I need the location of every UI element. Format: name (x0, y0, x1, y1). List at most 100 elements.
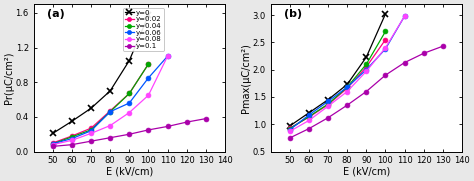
y=0.08 (88, 132, 94, 134)
Line: y=0.08: y=0.08 (50, 54, 170, 147)
y=0.1 (165, 125, 171, 128)
y=0.06 (50, 143, 55, 145)
y=0.08 (127, 111, 132, 114)
y=0.02 (127, 92, 132, 94)
y=0.04 (127, 92, 132, 94)
y=0.06 (165, 55, 171, 57)
y=0.06 (127, 102, 132, 104)
y=0.06 (383, 48, 388, 50)
Line: y=0.04: y=0.04 (287, 29, 388, 131)
y=0.1 (184, 121, 190, 123)
y=0.08 (402, 15, 408, 17)
y=0.06 (325, 100, 331, 102)
y=0 (287, 125, 292, 127)
y=0 (127, 59, 132, 62)
y=0.02 (344, 87, 350, 89)
y=0.08 (306, 119, 312, 122)
y=0.1 (344, 104, 350, 106)
y=0.1 (306, 128, 312, 130)
y=0.06 (364, 69, 369, 71)
y=0 (146, 14, 151, 16)
y=0.04 (344, 86, 350, 88)
y=0.08 (325, 105, 331, 107)
y=0.02 (146, 63, 151, 65)
Line: y=0.04: y=0.04 (50, 62, 151, 146)
Line: y=0: y=0 (49, 12, 152, 137)
y=0.02 (306, 116, 312, 118)
y=0.04 (287, 128, 292, 130)
y=0.08 (344, 90, 350, 93)
y=0 (306, 112, 312, 114)
y=0.04 (69, 136, 75, 138)
y=0 (50, 132, 55, 134)
y=0 (364, 56, 369, 58)
y=0.06 (402, 15, 408, 17)
y=0.08 (364, 70, 369, 72)
Line: y=0.08: y=0.08 (287, 14, 407, 134)
y=0.08 (287, 130, 292, 132)
y=0.1 (127, 133, 132, 135)
Line: y=0.02: y=0.02 (287, 37, 388, 131)
y=0 (325, 99, 331, 101)
y=0.06 (287, 129, 292, 131)
y=0.1 (69, 144, 75, 146)
y=0.06 (88, 130, 94, 132)
Text: (b): (b) (284, 9, 302, 19)
y=0.06 (107, 111, 113, 113)
y=0.1 (364, 90, 369, 93)
X-axis label: E (kV/cm): E (kV/cm) (343, 167, 390, 177)
y=0.1 (50, 145, 55, 148)
y=0.02 (107, 110, 113, 112)
Y-axis label: Pr(μC/cm²): Pr(μC/cm²) (4, 52, 14, 104)
Y-axis label: Pmax(μC/cm²): Pmax(μC/cm²) (241, 43, 251, 113)
y=0.02 (383, 39, 388, 41)
y=0.1 (203, 117, 209, 120)
y=0.02 (287, 127, 292, 129)
y=0.02 (50, 142, 55, 144)
y=0.1 (440, 45, 446, 47)
y=0.04 (50, 143, 55, 145)
y=0.04 (364, 63, 369, 65)
y=0.02 (364, 66, 369, 68)
y=0.1 (402, 62, 408, 64)
y=0.1 (287, 137, 292, 139)
X-axis label: E (kV/cm): E (kV/cm) (106, 167, 153, 177)
y=0 (88, 107, 94, 109)
y=0.02 (88, 127, 94, 129)
y=0.1 (421, 52, 427, 54)
y=0.04 (146, 63, 151, 65)
y=0.04 (306, 115, 312, 118)
Line: y=0.02: y=0.02 (50, 62, 151, 145)
y=0.06 (146, 77, 151, 79)
y=0.06 (306, 114, 312, 116)
Line: y=0.1: y=0.1 (50, 116, 208, 149)
y=0.06 (344, 86, 350, 88)
y=0.04 (383, 30, 388, 33)
y=0 (344, 83, 350, 85)
Line: y=0.06: y=0.06 (287, 14, 407, 132)
y=0.08 (69, 139, 75, 141)
y=0.04 (88, 129, 94, 131)
y=0.06 (69, 138, 75, 140)
y=0.1 (107, 137, 113, 139)
y=0.04 (107, 111, 113, 113)
Legend: y=0, y=0.02, y=0.04, y=0.06, y=0.08, y=0.1: y=0, y=0.02, y=0.04, y=0.06, y=0.08, y=0… (123, 8, 164, 51)
y=0.1 (88, 140, 94, 142)
y=0.02 (325, 104, 331, 106)
Line: y=0: y=0 (286, 10, 389, 129)
y=0.08 (383, 47, 388, 49)
y=0 (69, 120, 75, 122)
y=0 (383, 13, 388, 15)
y=0.1 (383, 74, 388, 76)
y=0.1 (325, 117, 331, 119)
y=0.08 (165, 55, 171, 57)
y=0.08 (50, 144, 55, 146)
Text: (a): (a) (47, 9, 65, 19)
Line: y=0.06: y=0.06 (50, 54, 170, 146)
y=0.08 (146, 94, 151, 96)
Line: y=0.1: y=0.1 (287, 44, 445, 140)
y=0.04 (325, 103, 331, 105)
y=0.08 (107, 125, 113, 127)
y=0.02 (69, 135, 75, 137)
y=0.1 (146, 129, 151, 131)
